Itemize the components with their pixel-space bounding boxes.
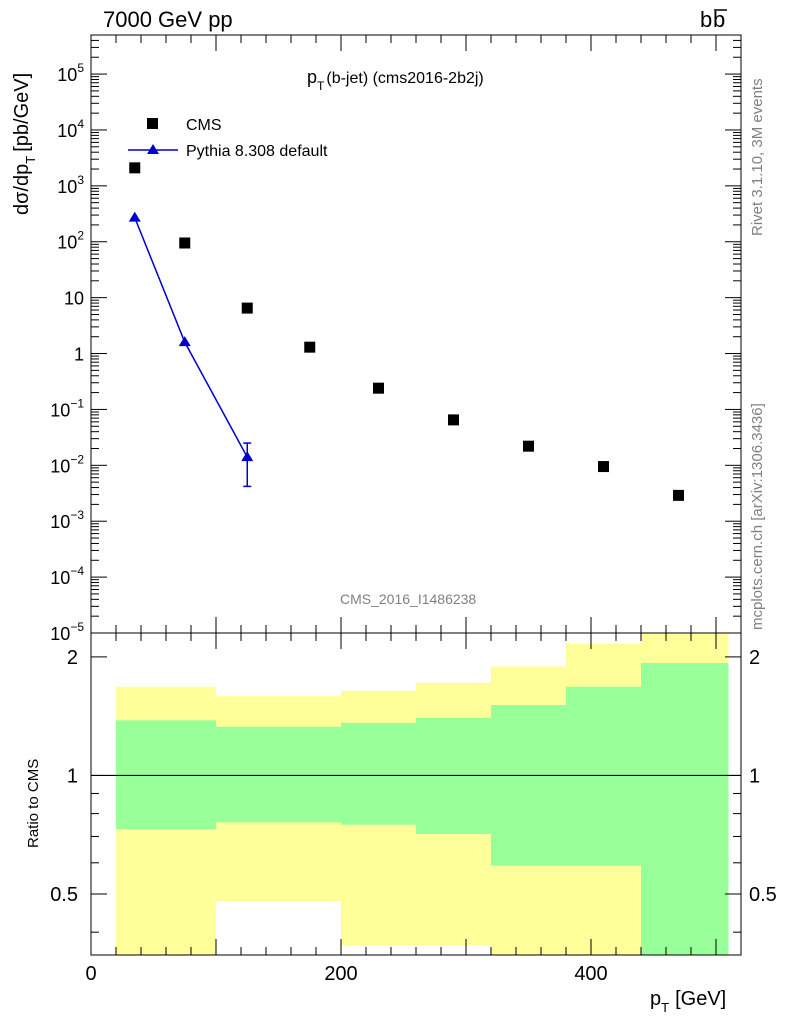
main-ytick-label-exp: 3 (77, 173, 84, 187)
main-ytick-label: 10−5 (50, 620, 84, 644)
header-right-main: b (700, 7, 712, 32)
pythia-point (128, 211, 141, 222)
ratio-ylabel: Ratio to CMS (25, 759, 42, 848)
pythia-line (134, 217, 248, 458)
main-ytick-label: 104 (57, 117, 84, 141)
ratio-ytick-label-left: 2 (67, 647, 78, 669)
ratio-ticks (90, 633, 742, 955)
ratio-band-inner (491, 704, 566, 866)
ratio-band-inner (341, 722, 416, 825)
main-ytick-label-base: 10 (50, 456, 70, 476)
main-data (128, 162, 684, 501)
cms-point (179, 237, 191, 249)
cms-point (598, 461, 609, 473)
legend-label-cms: CMS (186, 117, 222, 134)
cms-point (241, 302, 253, 314)
ratio-band-inner (116, 720, 216, 830)
main-ytick-label-exp: 5 (77, 61, 84, 75)
ratio-ytick-label-right: 0.5 (749, 884, 777, 906)
main-ytick-label: 1 (74, 345, 84, 365)
xlabel-sub: T (661, 1000, 669, 1015)
main-ytick-label: 10−4 (50, 564, 84, 588)
main-ytick-label-base: 10 (57, 233, 77, 253)
main-ytick-label: 10−3 (50, 508, 84, 532)
main-ytick-label-base: 10 (50, 568, 70, 588)
cms-point (373, 382, 384, 394)
xtick-label: 400 (574, 963, 607, 985)
main-title-main: p (307, 67, 317, 87)
cms-point (129, 162, 141, 174)
main-ytick-label: 102 (57, 229, 84, 253)
xtick-label: 0 (85, 963, 96, 985)
pythia-point (178, 336, 191, 347)
ratio-ytick-label-right: 2 (749, 647, 760, 669)
main-ytick-label-exp: −2 (70, 452, 84, 466)
ratio-band-inner (216, 726, 279, 823)
ratio-bands (116, 633, 729, 955)
side-label-bottom: mcplots.cern.ch [arXiv:1306.3436] (749, 403, 766, 630)
legend-marker-pythia (147, 144, 159, 154)
main-title-rest: (b-jet) (cms2016-2b2j) (326, 70, 483, 87)
ratio-band-inner (278, 726, 341, 823)
main-ytick-label-exp: −3 (70, 508, 84, 522)
xlabel-unit: [GeV] (675, 988, 726, 1010)
legend-label-pythia: Pythia 8.308 default (186, 143, 328, 160)
main-ytick-label: 105 (57, 61, 84, 85)
main-ytick-label: 10−1 (50, 396, 84, 420)
ratio-ytick-label-left: 1 (67, 765, 78, 787)
main-ytick-label-base: 1 (74, 345, 84, 365)
header-right: b b (700, 7, 727, 32)
cms-point (523, 440, 534, 452)
legend-marker-cms (147, 118, 158, 129)
cms-point (448, 414, 459, 426)
main-ylabel-main: dσ/dp (11, 164, 33, 215)
xlabel: pT [GeV] (650, 988, 726, 1015)
main-ytick-label-exp: −4 (70, 564, 84, 578)
main-ylabel-sub: T (23, 156, 38, 164)
cms-point (673, 489, 684, 501)
main-ytick-label-base: 10 (64, 289, 84, 309)
main-ytick-label-exp: 4 (77, 117, 84, 131)
cms-point (304, 341, 316, 353)
ratio-ytick-label-left: 0.5 (50, 884, 78, 906)
main-ytick-label-base: 10 (50, 624, 70, 644)
ratio-ytick-label-right: 1 (749, 765, 760, 787)
main-ytick-label-exp: −5 (70, 620, 84, 634)
header-right-bar: b (713, 7, 725, 32)
main-ytick-label-base: 10 (57, 121, 77, 141)
main-ytick-label-exp: −1 (70, 396, 84, 410)
pythia-point (241, 451, 254, 462)
main-ytick-label-base: 10 (57, 177, 77, 197)
main-ytick-label-base: 10 (50, 400, 70, 420)
ratio-band-inner (566, 686, 641, 866)
legend: CMS Pythia 8.308 default (128, 117, 328, 160)
ratio-panel: 0.5 0.5 1 1 2 2 0 200 400 Ratio to CMS pT [GeV] (25, 632, 777, 1015)
header-left: 7000 GeV pp (103, 7, 233, 32)
main-ylabel: dσ/dpT [pb/GeV] (11, 73, 38, 215)
main-title: pT (b-jet) (cms2016-2b2j) (307, 67, 484, 93)
main-ytick-label-base: 10 (50, 512, 70, 532)
main-ytick-label: 103 (57, 173, 84, 197)
main-title-sub: T (317, 79, 325, 93)
main-ylabel-unit: [pb/GeV] (11, 73, 33, 152)
main-ytick-label-exp: 2 (77, 229, 84, 243)
xtick-label: 200 (324, 963, 357, 985)
main-ytick-label: 10−2 (50, 452, 84, 476)
main-ticks (90, 34, 742, 634)
main-ytick-label-base: 10 (57, 65, 77, 85)
main-ytick-label: 10 (64, 289, 84, 309)
ratio-band-inner (641, 662, 729, 955)
watermark: CMS_2016_I1486238 (340, 591, 476, 607)
side-label-top: Rivet 3.1.10, 3M events (749, 78, 766, 236)
ratio-tick-labels: 0.5 0.5 1 1 2 2 0 200 400 (50, 647, 777, 985)
xlabel-main: p (650, 988, 661, 1010)
